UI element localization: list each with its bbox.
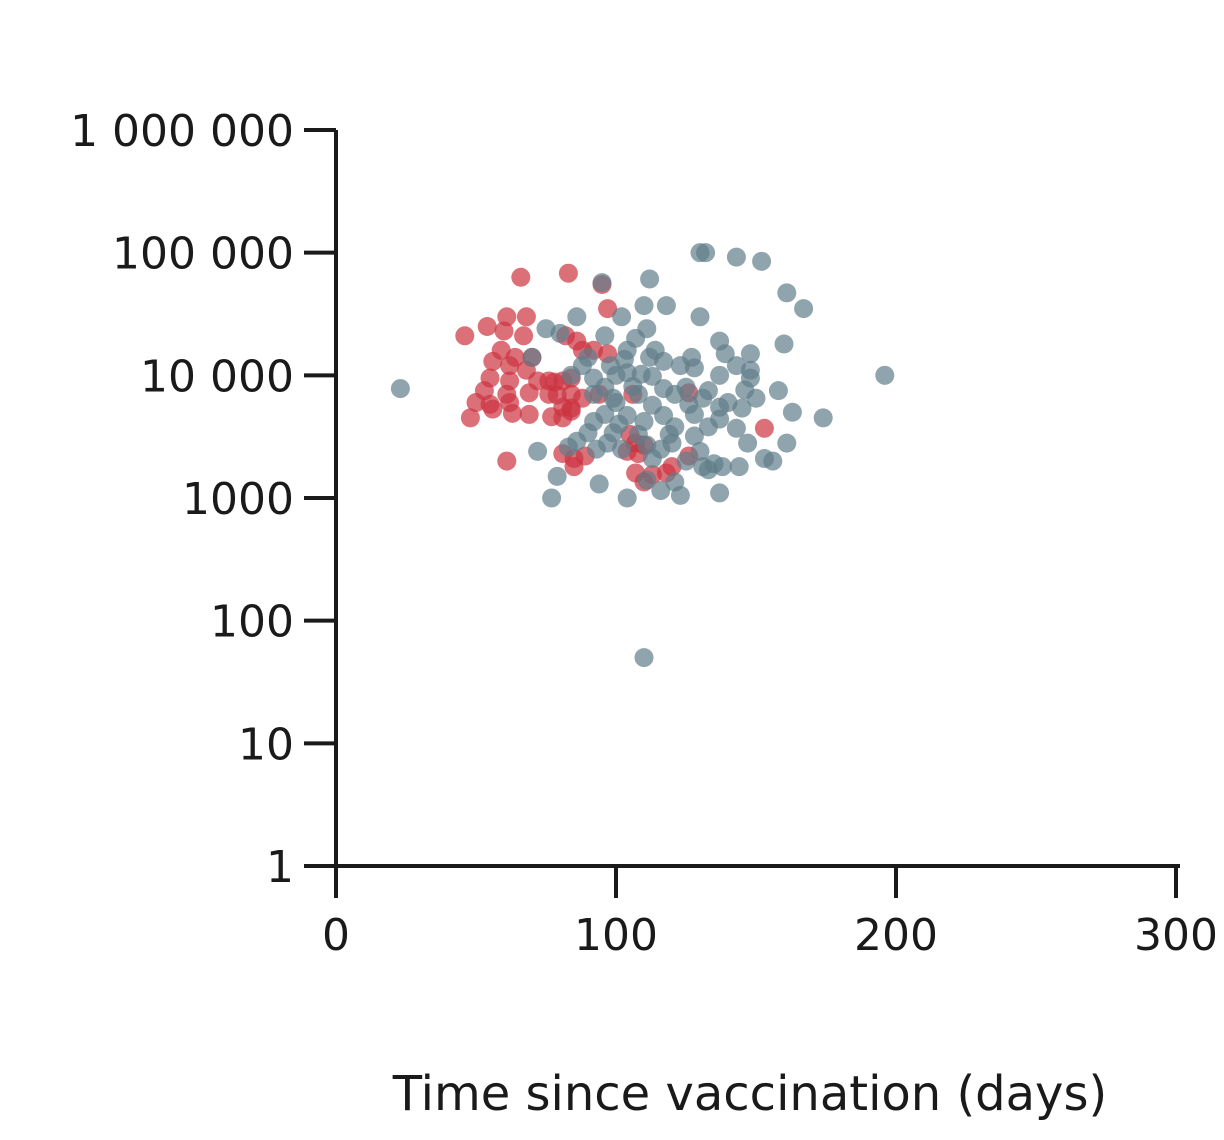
data-point bbox=[511, 267, 531, 287]
y-axis-ticks: 1 10 100 1000 10 000 100 000 1 000 000 bbox=[70, 106, 336, 893]
x-axis-label: Time since vaccination (days) bbox=[392, 1066, 1107, 1122]
data-point bbox=[455, 326, 475, 346]
data-point bbox=[519, 404, 539, 424]
y-tick-label: 100 bbox=[210, 597, 294, 648]
data-point bbox=[558, 263, 578, 283]
data-point bbox=[670, 485, 690, 505]
data-point bbox=[754, 418, 774, 438]
data-point bbox=[875, 365, 895, 385]
data-point bbox=[684, 358, 704, 378]
y-tick-label: 10 bbox=[238, 719, 294, 770]
data-point bbox=[634, 296, 654, 316]
data-point bbox=[690, 307, 710, 327]
y-tick-label: 1000 bbox=[182, 474, 294, 525]
data-point bbox=[606, 393, 626, 413]
data-point bbox=[550, 323, 570, 343]
data-point bbox=[634, 648, 654, 668]
data-point bbox=[656, 296, 676, 316]
data-point bbox=[777, 283, 797, 303]
data-point bbox=[598, 299, 618, 319]
data-point bbox=[746, 388, 766, 408]
data-point bbox=[726, 247, 746, 267]
data-point bbox=[637, 470, 657, 490]
data-point bbox=[665, 384, 685, 404]
data-point bbox=[782, 402, 802, 422]
data-point bbox=[519, 383, 539, 403]
data-point bbox=[522, 347, 542, 367]
data-point bbox=[813, 408, 833, 428]
data-point bbox=[612, 307, 632, 327]
data-point bbox=[738, 433, 758, 453]
data-point bbox=[561, 365, 581, 385]
data-point bbox=[740, 344, 760, 364]
x-tick-label: 300 bbox=[1134, 910, 1218, 961]
data-point bbox=[460, 408, 480, 428]
data-point bbox=[547, 466, 567, 486]
data-point bbox=[774, 334, 794, 354]
data-point bbox=[676, 451, 696, 471]
data-point bbox=[502, 403, 522, 423]
data-point bbox=[690, 441, 710, 461]
data-point bbox=[698, 417, 718, 437]
data-point bbox=[732, 398, 752, 418]
y-tick-label: 100 000 bbox=[112, 229, 294, 280]
data-point bbox=[516, 307, 536, 327]
x-tick-label: 0 bbox=[322, 910, 350, 961]
data-point bbox=[612, 439, 632, 459]
data-point bbox=[752, 251, 772, 271]
data-point bbox=[729, 457, 749, 477]
data-point bbox=[390, 379, 410, 399]
data-point bbox=[500, 356, 520, 376]
data-point bbox=[768, 381, 788, 401]
data-point bbox=[589, 474, 609, 494]
data-point bbox=[684, 404, 704, 424]
data-point bbox=[586, 439, 606, 459]
data-point bbox=[617, 488, 637, 508]
data-point bbox=[514, 326, 534, 346]
y-tick-label: 1 bbox=[266, 842, 294, 893]
data-point bbox=[483, 351, 503, 371]
data-point bbox=[564, 457, 584, 477]
x-tick-label: 200 bbox=[854, 910, 938, 961]
y-tick-label: 1 000 000 bbox=[70, 106, 294, 157]
axes bbox=[334, 130, 1180, 868]
data-point bbox=[497, 307, 517, 327]
data-point bbox=[567, 307, 587, 327]
data-point bbox=[477, 317, 497, 337]
data-point bbox=[542, 488, 562, 508]
data-point bbox=[640, 269, 660, 289]
data-point bbox=[628, 384, 648, 404]
data-point bbox=[497, 451, 517, 471]
data-point bbox=[642, 448, 662, 468]
data-point bbox=[558, 437, 578, 457]
data-point bbox=[763, 451, 783, 471]
data-point bbox=[794, 299, 814, 319]
data-point bbox=[466, 393, 486, 413]
data-point bbox=[710, 365, 730, 385]
data-point bbox=[595, 326, 615, 346]
data-point bbox=[715, 344, 735, 364]
y-tick-label: 10 000 bbox=[140, 351, 294, 402]
data-point bbox=[710, 483, 730, 503]
data-point bbox=[592, 273, 612, 293]
data-point bbox=[777, 433, 797, 453]
data-point bbox=[654, 351, 674, 371]
x-tick-label: 100 bbox=[574, 910, 658, 961]
x-axis-ticks: 0 100 200 300 bbox=[322, 866, 1218, 961]
data-point bbox=[528, 441, 548, 461]
data-points bbox=[390, 243, 895, 668]
series-2 bbox=[390, 243, 895, 668]
data-point bbox=[698, 460, 718, 480]
data-point bbox=[494, 321, 514, 341]
data-point bbox=[584, 384, 604, 404]
data-point bbox=[651, 481, 671, 501]
data-point bbox=[670, 356, 690, 376]
data-point bbox=[726, 418, 746, 438]
data-point bbox=[684, 426, 704, 446]
data-point bbox=[561, 401, 581, 421]
data-point bbox=[696, 243, 716, 263]
data-point bbox=[483, 399, 503, 419]
